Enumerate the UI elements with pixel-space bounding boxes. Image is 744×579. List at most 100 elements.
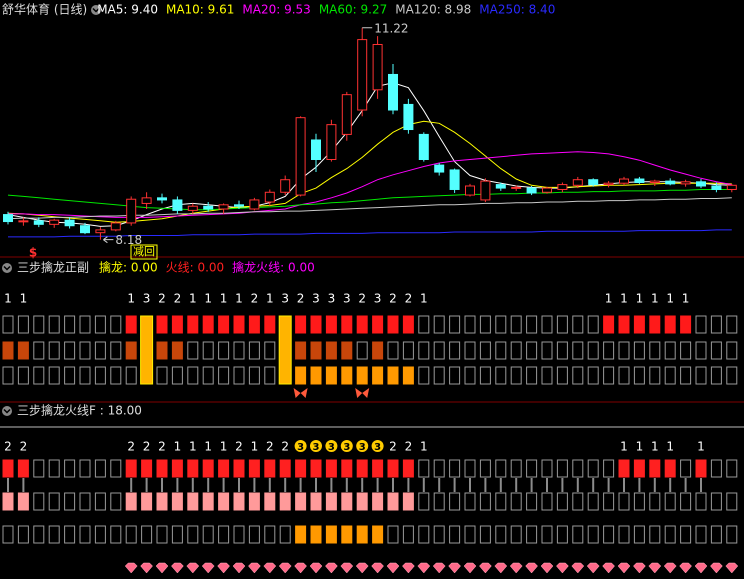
gem <box>463 562 477 574</box>
cell <box>387 366 399 385</box>
signal-label: 1 <box>666 440 674 454</box>
cell <box>372 315 384 334</box>
cell <box>325 315 337 334</box>
gem <box>155 562 169 574</box>
cell <box>572 492 584 511</box>
label-circle <box>294 440 307 452</box>
cell <box>156 341 168 360</box>
cell <box>94 315 106 334</box>
cell <box>464 341 476 360</box>
cell <box>603 459 615 478</box>
gem <box>386 562 400 574</box>
cell <box>418 459 430 478</box>
cell <box>218 341 230 360</box>
signal-label: 1 <box>204 440 212 454</box>
signal-label: 3 <box>374 442 381 453</box>
cell <box>587 315 599 334</box>
cell <box>479 341 491 360</box>
signal-label: 2 <box>4 440 12 454</box>
cell <box>264 459 276 478</box>
cell <box>356 459 368 478</box>
cell <box>541 366 553 385</box>
candle-body <box>449 169 460 190</box>
cell <box>48 525 60 544</box>
signal-label: 1 <box>666 292 674 306</box>
cell <box>17 315 29 334</box>
legend-entry: MA5: 9.40 <box>97 3 158 17</box>
cell <box>418 525 430 544</box>
gem <box>648 562 662 574</box>
legend-entry: MA60: 9.27 <box>319 3 387 17</box>
cell <box>664 459 676 478</box>
signal-label: 2 <box>174 292 182 306</box>
cell <box>479 315 491 334</box>
cell <box>125 492 137 511</box>
gem <box>263 562 277 574</box>
cell <box>202 315 214 334</box>
cell <box>110 459 122 478</box>
cell <box>479 492 491 511</box>
candle-body <box>649 180 660 184</box>
gem <box>617 562 631 574</box>
cell <box>479 459 491 478</box>
signal-label: 1 <box>682 292 690 306</box>
candle-body <box>557 184 568 190</box>
candle-body <box>542 187 552 193</box>
cell <box>125 366 137 385</box>
cell <box>541 492 553 511</box>
cell <box>171 366 183 385</box>
panel-title: 三步擒龙正副 <box>17 260 89 275</box>
cell <box>295 315 307 334</box>
candle-body <box>634 178 645 184</box>
cell <box>726 366 738 385</box>
candle-body <box>357 39 368 111</box>
cell <box>156 315 168 334</box>
collapse-icon[interactable] <box>2 406 12 416</box>
cell <box>664 492 676 511</box>
collapse-icon[interactable] <box>91 5 101 15</box>
cell <box>218 525 230 544</box>
collapse-icon[interactable] <box>2 263 12 273</box>
cell <box>710 315 722 334</box>
cell <box>603 525 615 544</box>
cell <box>233 525 245 544</box>
candle-body <box>311 139 321 161</box>
label-circle <box>356 440 369 452</box>
cell <box>495 366 507 385</box>
cell <box>495 459 507 478</box>
cell <box>603 366 615 385</box>
cell <box>695 492 707 511</box>
legend-entry: MA20: 9.53 <box>242 3 310 17</box>
gem <box>140 562 153 574</box>
cell <box>187 315 199 334</box>
signal-label: 3 <box>343 442 350 453</box>
cell <box>33 492 45 511</box>
cell <box>310 492 322 511</box>
cell <box>341 492 353 511</box>
candle-body <box>95 229 106 234</box>
signal-label: 2 <box>266 440 274 454</box>
cell <box>510 492 522 511</box>
gem <box>586 562 600 574</box>
cell <box>110 525 122 544</box>
cell <box>541 315 553 334</box>
candle-body <box>726 184 737 190</box>
cell <box>79 315 91 334</box>
cell <box>372 492 384 511</box>
cell <box>264 315 276 334</box>
legend-entry: MA250: 8.40 <box>479 3 555 17</box>
candle-body <box>141 197 152 204</box>
cell <box>710 366 722 385</box>
cell <box>556 459 568 478</box>
signal-label: 1 <box>220 292 228 306</box>
cell <box>202 525 214 544</box>
cell <box>141 492 153 511</box>
candle-body <box>711 185 722 190</box>
cell <box>310 525 322 544</box>
cell <box>2 459 14 478</box>
cell <box>125 315 137 334</box>
cell <box>171 315 183 334</box>
cell <box>233 341 245 360</box>
cell <box>572 315 584 334</box>
candle-body <box>403 103 414 131</box>
